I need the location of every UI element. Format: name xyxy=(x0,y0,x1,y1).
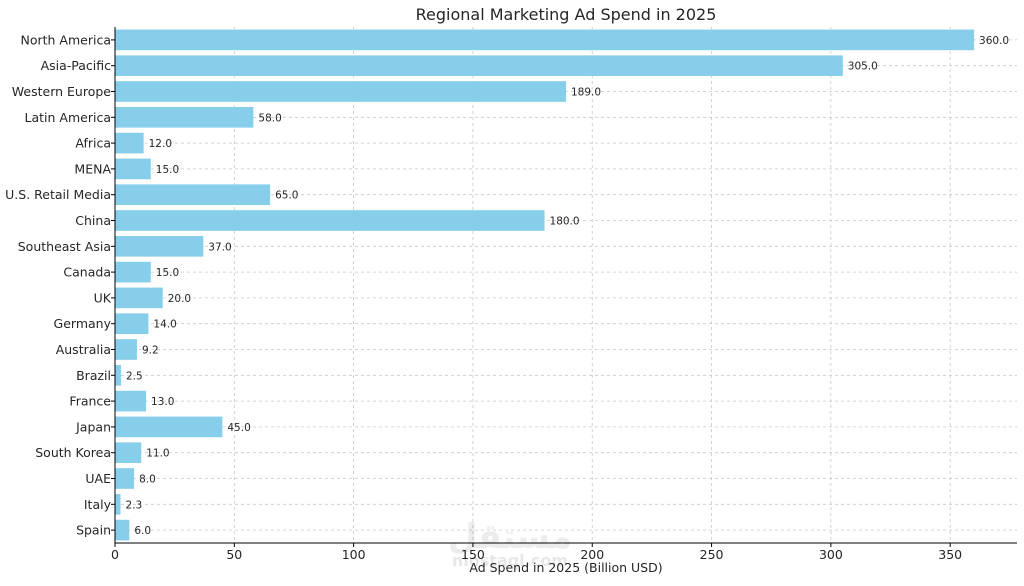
bar xyxy=(115,339,137,360)
category-label: Asia-Pacific xyxy=(41,58,112,73)
data-label: 11.0 xyxy=(146,448,169,460)
watermark-text: مستقل xyxy=(448,517,572,557)
bar xyxy=(115,364,121,386)
category-label: Brazil xyxy=(76,368,111,383)
category-label: UAE xyxy=(85,471,111,486)
category-label: Italy xyxy=(84,497,112,512)
watermark-logo: مستقل mostaql.com xyxy=(448,517,572,570)
chart-title: Regional Marketing Ad Spend in 2025 xyxy=(416,5,717,24)
category-label: Germany xyxy=(54,316,112,331)
grid-layer xyxy=(114,27,1017,543)
label-layer: North America 360.0 Asia-Pacific 305.0 Weste… xyxy=(5,32,1009,537)
data-label: 15.0 xyxy=(156,267,179,279)
category-label: MENA xyxy=(74,161,111,176)
x-tick-label: 100 xyxy=(342,547,366,562)
bar-layer xyxy=(115,29,975,541)
bar xyxy=(115,184,271,206)
data-label: 189.0 xyxy=(571,87,601,99)
bar xyxy=(115,313,149,335)
bar xyxy=(115,390,147,412)
x-tick-label: 50 xyxy=(226,547,242,562)
category-label: France xyxy=(69,394,111,409)
category-label: Spain xyxy=(76,523,111,538)
category-label: Latin America xyxy=(25,110,111,125)
axis-layer: 0 50 100 150 200 250 300 350 xyxy=(111,27,1017,562)
data-label: 13.0 xyxy=(151,396,174,408)
bar xyxy=(115,468,135,489)
data-label: 12.0 xyxy=(149,138,172,150)
category-label: Japan xyxy=(75,419,111,434)
category-label: China xyxy=(75,213,111,228)
bar xyxy=(115,416,223,438)
x-axis-label: Ad Spend in 2025 (Billion USD) xyxy=(469,560,662,575)
bar xyxy=(115,81,566,102)
bar xyxy=(115,235,204,257)
category-label: Africa xyxy=(75,136,111,151)
data-label: 58.0 xyxy=(258,112,281,124)
data-label: 45.0 xyxy=(227,422,250,434)
x-tick-label: 0 xyxy=(111,547,119,562)
data-label: 8.0 xyxy=(139,474,156,486)
category-label: North America xyxy=(21,32,112,47)
data-label: 360.0 xyxy=(979,35,1009,47)
category-label: South Korea xyxy=(35,445,111,460)
bar xyxy=(115,287,163,309)
category-label: Southeast Asia xyxy=(18,239,111,254)
watermark-subtext: mostaql.com xyxy=(452,551,568,570)
data-label: 15.0 xyxy=(156,164,179,176)
bar xyxy=(115,132,144,154)
data-label: 305.0 xyxy=(848,61,878,73)
category-label: Canada xyxy=(63,265,111,280)
bar xyxy=(115,442,142,464)
category-label: Western Europe xyxy=(12,84,112,99)
data-label: 20.0 xyxy=(168,293,191,305)
x-tick-label: 150 xyxy=(461,547,485,562)
category-label: U.S. Retail Media xyxy=(5,187,111,202)
bar xyxy=(115,493,121,515)
data-label: 180.0 xyxy=(550,216,580,228)
data-label: 37.0 xyxy=(208,241,231,253)
x-tick-label: 200 xyxy=(580,547,604,562)
bar xyxy=(115,106,254,128)
x-tick-label: 250 xyxy=(700,547,724,562)
data-label: 65.0 xyxy=(275,190,298,202)
bar xyxy=(115,261,151,283)
data-label: 6.0 xyxy=(134,525,151,537)
category-label: Australia xyxy=(56,342,111,357)
data-label: 2.5 xyxy=(126,370,143,382)
x-tick-label: 300 xyxy=(819,547,843,562)
x-tick-label: 350 xyxy=(938,547,962,562)
data-label: 14.0 xyxy=(153,319,176,331)
data-label: 9.2 xyxy=(142,345,159,357)
bar xyxy=(115,210,545,231)
bar xyxy=(115,29,975,51)
bar xyxy=(115,55,843,77)
data-label: 2.3 xyxy=(125,499,142,511)
category-label: UK xyxy=(94,290,112,305)
bar xyxy=(115,519,130,541)
bar xyxy=(115,158,151,180)
